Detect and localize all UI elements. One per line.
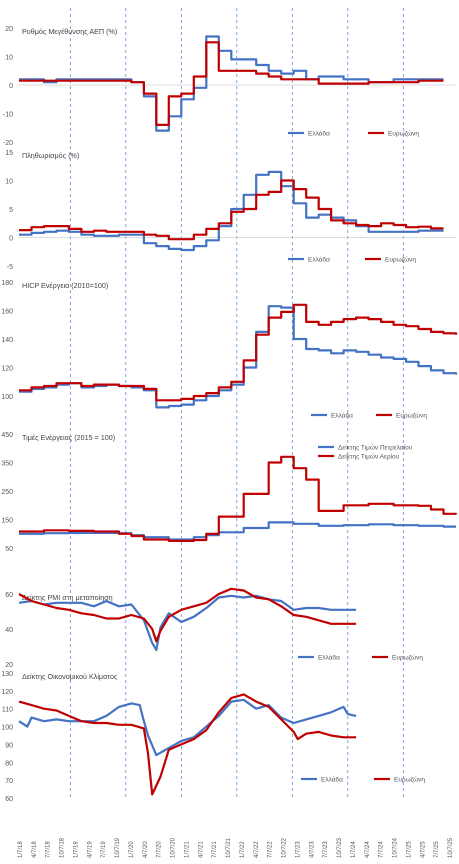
legend-label: Ελλάδα [318,654,340,662]
x-tick-label: 4/7/22 [254,841,260,858]
y-tick-label: 20 [5,662,13,669]
x-tick-label: 1/7/22 [240,841,246,858]
y-tick-label: 70 [5,778,13,785]
y-tick-label: 100 [1,725,13,732]
x-tick-label: 1/7/25 [406,841,412,858]
legend-label: Ελλάδα [321,776,343,784]
y-tick-label: 50 [5,546,13,553]
x-tick-label: 1/7/23 [295,841,301,858]
x-tick-label: 4/7/23 [309,841,315,858]
y-tick-label: 140 [1,337,13,344]
y-tick-label: 350 [1,461,13,468]
chart-title: Τιμές Ενέργειας (2015 = 100) [22,433,115,442]
x-tick-label: 4/7/24 [365,841,371,858]
y-tick-label: 10 [5,179,13,186]
y-tick-label: 15 [5,150,13,157]
x-tick-label: 1/7/19 [73,841,79,858]
y-tick-label: 110 [2,707,13,714]
series-line-1 [19,170,444,252]
x-tick-label: 1/7/24 [351,841,357,858]
y-tick-label: 5 [9,207,13,214]
series-line-2 [19,455,458,542]
y-tick-label: 60 [5,592,13,599]
y-tick-label: 120 [1,689,13,696]
legend-label: Ευρωζώνη [385,256,416,264]
x-tick-label: 1/7/18 [18,841,24,858]
chart-6: 130 120 110 100 90 80 70 60 Δείκτης Οικονομικού … [1,671,425,803]
y-tick-label: 100 [1,394,13,401]
chart-4: 450 350 250 150 50 Τιμές Ενέργειας (2015 = 10… [1,432,458,553]
y-tick-label: 120 [1,366,13,373]
y-tick-label: -5 [7,264,13,271]
y-tick-label: 180 [1,280,13,287]
y-tick-label: 0 [9,236,13,243]
series-line-2 [18,587,357,643]
y-tick-label: 130 [1,671,13,678]
x-tick-label: 10/7/21 [226,837,232,858]
x-tick-label: 10/7/24 [393,837,399,858]
x-tick-label: 7/7/18 [46,841,52,858]
x-tick-label: 4/7/18 [32,841,38,858]
y-tick-label: 450 [1,432,13,439]
y-tick-label: 90 [5,742,13,749]
x-tick-label: 7/7/23 [323,841,329,858]
x-tick-label: 10/7/18 [60,837,66,858]
x-tick-label: 7/7/20 [157,841,163,858]
series-line-1 [19,35,444,132]
legend-label: Ευρωζώνη [394,776,425,784]
y-tick-label: 20 [5,26,13,33]
y-tick-label: 250 [1,489,13,496]
legend-label: Δείκτης Τιμών Πετρελαίου [338,444,413,452]
x-tick-label: 4/7/21 [198,841,204,858]
series-line-1 [18,698,357,757]
x-tick-label: 10/7/20 [171,837,177,858]
y-tick-label: -20 [3,140,13,147]
chart-2: 15 10 5 0 -5 Πληθωρισμός (%) Ελλάδα Ευρωζώνη [5,150,456,271]
x-tick-label: 1/7/20 [129,841,135,858]
chart-5: 60 40 20 Δείκτης PMI στη μεταποίηση Ελλάδα Ευ… [5,587,423,669]
series-line-2 [19,303,458,402]
chart-title: Ρυθμός Μεγέθυνσης ΑΕΠ (%) [22,27,117,36]
legend-label: Ευρωζώνη [396,412,427,420]
legend-label: Ελλάδα [331,412,353,420]
x-tick-label: 7/7/19 [101,841,107,858]
y-tick-label: 160 [1,309,13,316]
x-tick-label: 7/7/24 [379,841,385,858]
legend-label: Ευρωζώνη [388,130,419,138]
y-tick-label: 60 [5,796,13,803]
series-line-1 [18,594,357,652]
legend-label: Ελλάδα [308,256,330,264]
legend-label: Ελλάδα [308,130,330,138]
x-tick-label: 7/7/21 [212,841,218,858]
x-tick-label: 7/7/22 [268,841,274,858]
series-line-2 [19,179,444,241]
x-tick-label: 10/7/23 [337,837,343,858]
legend-label: Δείκτης Τιμών Αερίου [338,453,400,461]
chart-1: 20 10 0 -10 -20 Ρυθμός Μεγέθυνσης ΑΕΠ (%) Ελλά… [3,26,456,147]
chart-title: Δείκτης Οικονομικού Κλίματος [22,672,118,681]
x-tick-label: 10/7/25 [448,837,454,858]
chart-3: 180 160 140 120 100 HICP Ενέργεια (2010=100) Ε… [1,280,458,420]
x-tick-label: 4/7/25 [420,841,426,858]
x-tick-label: 4/7/19 [87,841,93,858]
x-tick-label: 10/7/22 [282,837,288,858]
x-tick-label: 1/7/21 [184,841,190,858]
x-tick-label: 4/7/20 [143,841,149,858]
x-tick-label: 7/7/25 [434,841,440,858]
x-tick-label: 10/7/19 [115,837,121,858]
chart-title: Πληθωρισμός (%) [22,151,79,160]
series-line-2 [19,41,444,126]
series-line-2 [18,693,357,796]
chart-title: Δείκτης PMI στη μεταποίηση [22,593,113,602]
y-tick-label: 0 [9,83,13,90]
y-tick-label: 40 [5,627,13,634]
legend-label: Ευρωζώνη [392,654,423,662]
y-tick-label: 150 [1,518,13,525]
chart-title: HICP Ενέργεια (2010=100) [22,281,108,290]
y-tick-label: -10 [3,112,13,119]
y-tick-label: 80 [5,760,13,767]
y-tick-label: 10 [5,55,13,62]
